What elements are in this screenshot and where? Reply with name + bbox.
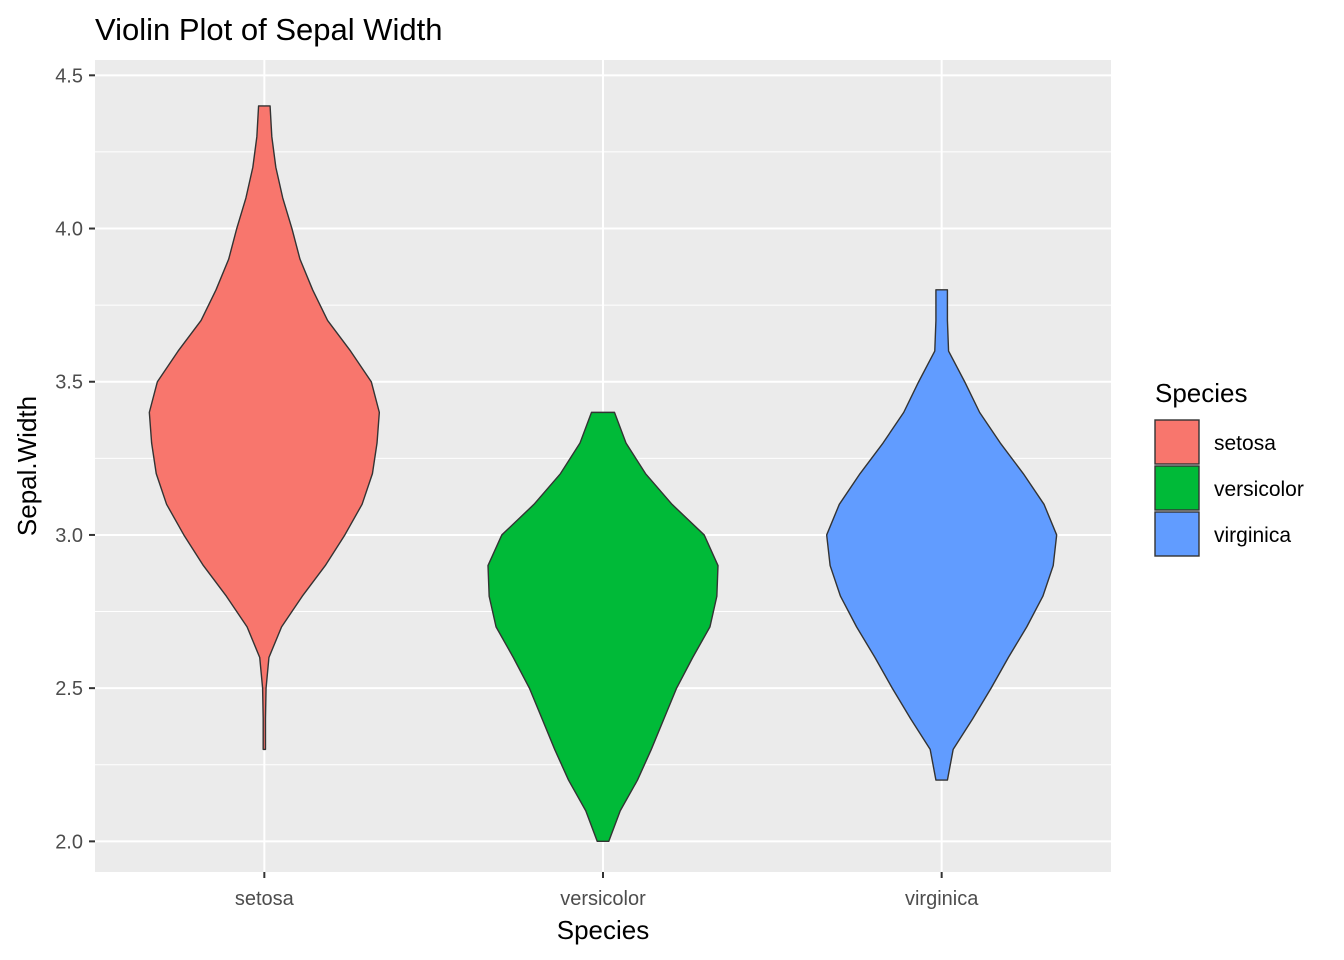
- legend-key-versicolor: [1154, 465, 1200, 511]
- legend-key-virginica: [1154, 511, 1200, 557]
- violin-versicolor: [487, 411, 719, 843]
- violin-series: [148, 105, 1058, 843]
- x-axis-title: Species: [557, 915, 650, 945]
- legend: Species setosa versicolor virginica: [1154, 378, 1304, 557]
- y-axis-title: Sepal.Width: [12, 396, 42, 536]
- x-tick-label: versicolor: [560, 888, 646, 910]
- axes: 2.0 2.5 3.0 3.5 4.0 4.5 setosa versicolor virgin…: [55, 65, 979, 910]
- y-tick-label: 3.5: [55, 372, 83, 394]
- legend-title: Species: [1155, 378, 1248, 408]
- x-tick-label: setosa: [235, 888, 295, 910]
- legend-label-virginica: virginica: [1214, 524, 1291, 547]
- x-tick-label: virginica: [905, 888, 979, 910]
- legend-items: setosa versicolor virginica: [1154, 419, 1304, 557]
- y-tick-label: 4.0: [55, 219, 83, 241]
- violin-setosa: [148, 105, 381, 751]
- plot-panel: [95, 60, 1111, 872]
- y-tick-label: 2.5: [55, 678, 83, 700]
- legend-label-setosa: setosa: [1214, 432, 1276, 455]
- y-tick-label: 2.0: [55, 831, 83, 853]
- y-tick-label: 3.0: [55, 525, 83, 547]
- legend-key-setosa: [1154, 419, 1200, 465]
- violin-virginica: [825, 289, 1058, 781]
- legend-label-versicolor: versicolor: [1214, 478, 1304, 501]
- y-tick-label: 4.5: [55, 65, 83, 87]
- chart-title: Violin Plot of Sepal Width: [95, 12, 443, 47]
